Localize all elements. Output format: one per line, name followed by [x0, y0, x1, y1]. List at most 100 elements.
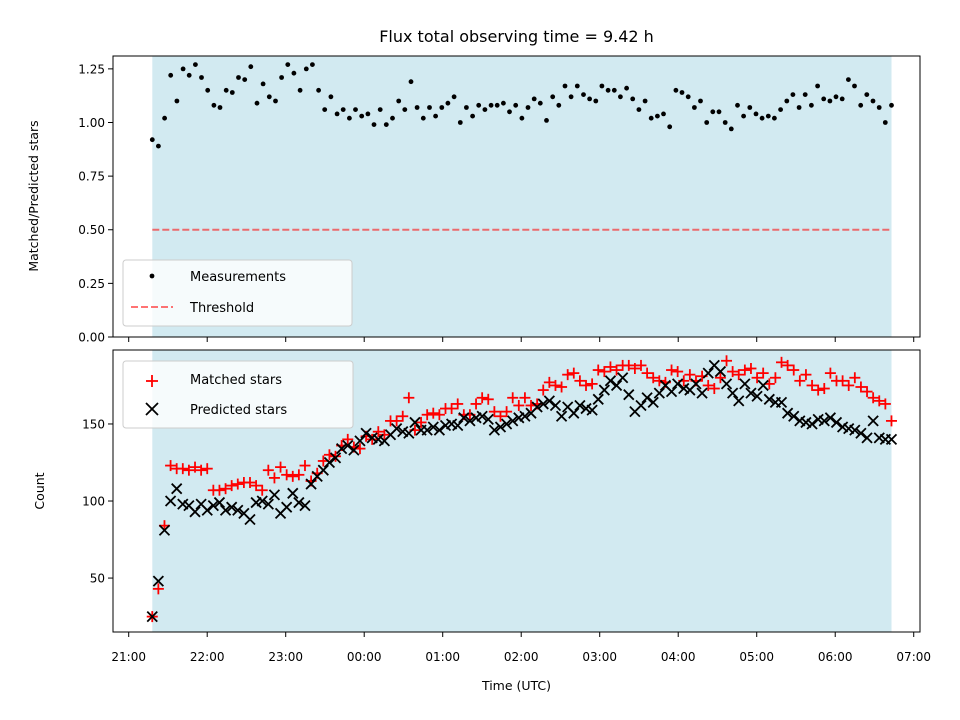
predicted-star-point: [287, 487, 299, 499]
measurement-point: [162, 115, 168, 121]
predicted-star-point: [531, 401, 543, 413]
legend-label-measurements: Measurements: [190, 270, 286, 285]
predicted-star-point: [665, 385, 678, 398]
predicted-star-point: [268, 489, 281, 501]
measurement-point: [149, 137, 155, 143]
top-plot-frame: [112, 55, 921, 338]
measurement-point: [334, 111, 340, 117]
predicted-star-point: [617, 372, 629, 384]
predicted-star-point: [164, 495, 177, 507]
measurement-point: [827, 98, 833, 104]
x-tick-label: 04:00: [661, 650, 696, 664]
matched-star-point: [165, 460, 177, 472]
predicted-star-point: [519, 410, 531, 422]
measurement-point: [297, 87, 303, 93]
predicted-star-point: [751, 390, 763, 402]
x-tick-label: 03:00: [582, 650, 617, 664]
predicted-star-point: [336, 442, 348, 455]
bottom-y-tick-label: 100: [82, 495, 105, 509]
top-y-tick-label: 0.50: [78, 223, 105, 237]
predicted-star-point: [452, 419, 464, 432]
matched-star-point: [537, 384, 549, 396]
legend-marker-measurements: [149, 273, 155, 279]
measurement-point: [260, 81, 266, 87]
measurement-point: [427, 105, 432, 110]
measurement-point: [765, 113, 771, 119]
bottom-panel: 50 100 150 21:00 22:00 23:00 00:00 01:00 02:00 0…: [32, 349, 931, 693]
measurement-point: [501, 100, 506, 106]
measurement-point: [821, 96, 827, 102]
top-y-tick-label: 1.25: [78, 62, 105, 76]
measurement-point: [390, 115, 395, 121]
predicted-star-point: [305, 478, 317, 490]
measurement-point: [716, 109, 722, 115]
measurement-point: [772, 115, 777, 121]
predicted-star-point: [494, 421, 507, 433]
measurement-point: [796, 105, 802, 110]
matched-star-point: [641, 367, 653, 379]
measurement-point: [710, 109, 716, 115]
measurement-point: [624, 85, 629, 91]
matched-star-point: [867, 392, 879, 404]
top-panel: 0.00 0.25 0.50 0.75 1.00 1.25 Matched/Predict…: [26, 55, 921, 345]
bottom-legend: Matched stars Predicted stars: [122, 360, 354, 429]
matched-star-point: [421, 409, 433, 421]
measurement-point: [193, 62, 198, 67]
matched-star-point: [494, 410, 506, 422]
measurement-point: [464, 105, 469, 110]
measurement-point: [556, 102, 562, 108]
matched-star-point: [837, 375, 849, 387]
measurement-point: [445, 100, 451, 106]
matched-star-point: [378, 429, 390, 441]
x-tick-label: 02:00: [504, 650, 539, 664]
measurement-point: [642, 98, 648, 104]
matched-star-point: [604, 361, 616, 373]
matched-star-point: [403, 392, 415, 404]
matched-star-point: [488, 406, 500, 418]
x-tick-label: 00:00: [347, 650, 382, 664]
measurement-point: [568, 94, 574, 100]
x-tick-label: 23:00: [268, 650, 303, 664]
measurement-point: [482, 107, 488, 112]
predicted-star-point: [458, 412, 470, 424]
measurement-point: [605, 87, 611, 93]
legend-label-threshold: Threshold: [189, 301, 254, 316]
measurement-point: [156, 143, 161, 149]
predicted-star-point: [348, 444, 360, 456]
measurement-point: [889, 102, 894, 108]
measurement-point: [451, 94, 457, 100]
predicted-star-point: [390, 422, 403, 435]
measurement-point: [525, 105, 531, 110]
measurement-point: [864, 92, 870, 97]
measurement-point: [273, 98, 278, 104]
measurement-point: [223, 87, 229, 93]
predicted-star-point: [855, 427, 867, 439]
predicted-star-point: [360, 427, 372, 439]
matched-star-point: [366, 433, 378, 445]
measurement-point: [655, 113, 660, 119]
predicted-star-point: [757, 379, 769, 392]
bottom-y-axis-label: Count: [32, 472, 47, 509]
predicted-star-point: [281, 501, 293, 513]
bottom-y-tick-label: 50: [90, 572, 105, 586]
measurement-point: [673, 87, 679, 93]
matched-star-point: [372, 426, 384, 438]
measurement-point: [420, 115, 426, 121]
predicted-star-point: [574, 399, 586, 412]
measurement-point: [488, 102, 494, 108]
predicted-star-point: [409, 416, 421, 429]
measurement-point: [433, 113, 438, 119]
matched-star-point: [818, 383, 830, 395]
matched-star-point: [549, 379, 561, 391]
matched-star-point: [226, 480, 238, 492]
x-tick-label: 07:00: [896, 650, 931, 664]
predicted-star-point: [635, 399, 647, 412]
measurement-point: [759, 115, 765, 121]
predicted-star-point: [329, 452, 342, 464]
matched-star-point: [751, 372, 763, 384]
matched-star-point: [745, 362, 757, 374]
matched-star-point: [281, 469, 293, 481]
matched-star-point: [262, 464, 274, 476]
matched-star-point: [800, 369, 812, 381]
measurement-point: [470, 113, 475, 119]
